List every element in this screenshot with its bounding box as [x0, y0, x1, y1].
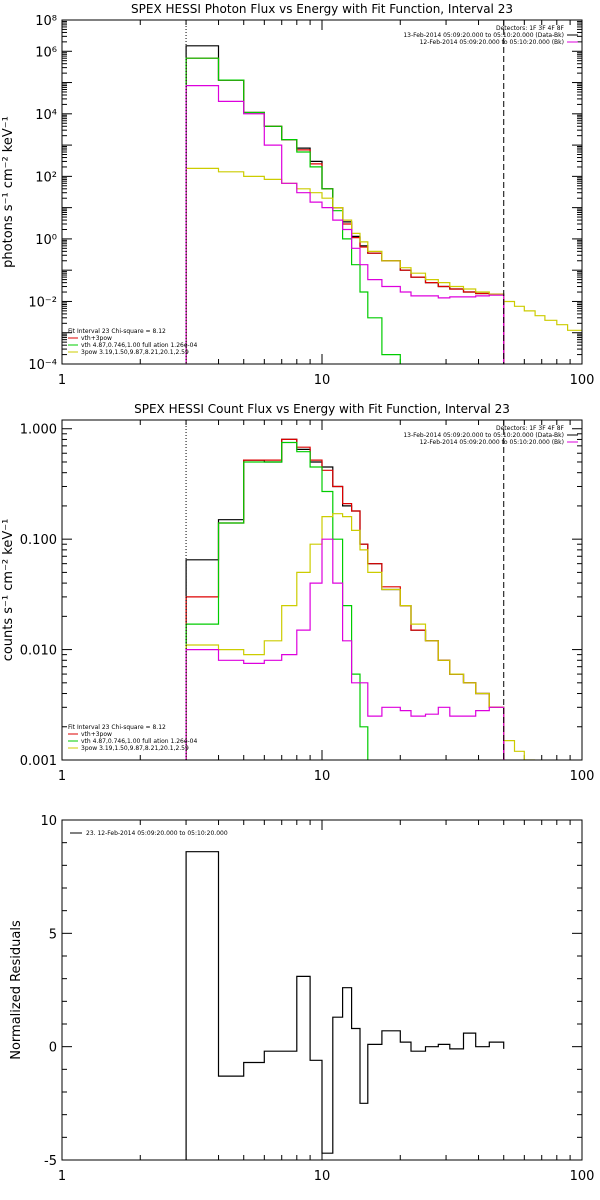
legend-top-left: 23. 12-Feb-2014 05:09:20.000 to 05:10:20…	[70, 830, 228, 837]
x-tick-label: 100	[570, 1169, 595, 1184]
x-tick-label: 1	[58, 373, 66, 388]
plot-frame	[61, 819, 583, 1161]
y-tick-label: 0.010	[20, 644, 57, 659]
y-axis-label: photons s⁻¹ cm⁻² keV⁻¹	[1, 116, 16, 268]
series-line-1	[185, 851, 505, 1160]
x-axis-ticks: 1 10 100	[58, 820, 595, 1184]
series-group	[185, 45, 582, 364]
legend-entry: 12-Feb-2014 05:09:20.000 to 05:10:20.000…	[420, 439, 564, 446]
y-tick-label: 10⁰	[35, 233, 57, 248]
x-tick-label: 10	[314, 1169, 331, 1184]
y-tick-label: 1.000	[20, 423, 57, 438]
x-tick-label: 100	[570, 373, 595, 388]
series-group	[185, 851, 505, 1160]
legend-entry: 3pow 3.19,1.50,9.87,8.21,20.1,2.59	[81, 745, 189, 752]
y-axis-label: Normalized Residuals	[9, 920, 24, 1060]
y-tick-label: 10⁻⁴	[28, 358, 57, 373]
legend-bottom-left: Fit Interval 23 Chi-square = 8.12vth+3po…	[68, 724, 197, 752]
plot-frame	[61, 419, 583, 761]
y-tick-label: 0.001	[20, 754, 57, 769]
x-tick-label: 1	[58, 1169, 66, 1184]
y-axis-ticks: 10⁻⁴ 10⁻² 10⁰ 10² 10⁴ 10⁶ 10⁸	[28, 14, 582, 373]
y-tick-label: -5	[44, 1154, 57, 1169]
y-tick-label: 10⁸	[35, 14, 57, 29]
chart-title: SPEX HESSI Photon Flux vs Energy with Fi…	[131, 2, 513, 16]
series-line-3	[185, 441, 369, 760]
legend-entry: 13-Feb-2014 05:09:20.000 to 05:10:20.000…	[403, 432, 564, 439]
y-axis-label: counts s⁻¹ cm⁻² keV⁻¹	[1, 519, 16, 662]
legend-entry: 3pow 3.19,1.50,9.87,8.21,20.1,2.59	[81, 349, 189, 356]
legend-entry: Fit Interval 23 Chi-square = 8.12	[68, 328, 166, 335]
legend-entry: vth 4.87,0.746,1.00 full ation 1.26e-04	[81, 738, 197, 745]
plot-frame	[61, 19, 583, 365]
x-tick-label: 100	[570, 769, 595, 784]
x-tick-label: 10	[314, 769, 331, 784]
legend-entry: 23. 12-Feb-2014 05:09:20.000 to 05:10:20…	[86, 830, 228, 837]
x-axis-ticks: 1 10 100	[58, 20, 595, 388]
legend-entry: vth+3pow	[81, 731, 112, 738]
series-line-4	[185, 167, 582, 364]
series-line-5	[185, 85, 505, 364]
x-tick-label: 1	[58, 769, 66, 784]
y-tick-label: 10²	[35, 170, 57, 185]
y-tick-label: 0.100	[20, 533, 57, 548]
y-tick-label: 10⁴	[35, 108, 57, 123]
series-line-5	[185, 538, 505, 760]
series-line-1	[185, 438, 505, 760]
series-line-4	[185, 513, 536, 760]
legend-bottom-left: Fit Interval 23 Chi-square = 8.12vth+3po…	[68, 328, 197, 356]
series-line-2	[185, 57, 505, 364]
legend-entry: Detectors: 1F 3F 4F 8F	[496, 425, 565, 432]
legend-entry: Detectors: 1F 3F 4F 8F	[496, 25, 565, 32]
legend-entry: vth 4.87,0.746,1.00 full ation 1.26e-04	[81, 342, 197, 349]
y-tick-label: 0	[49, 1041, 57, 1056]
legend-entry: 12-Feb-2014 05:09:20.000 to 05:10:20.000…	[420, 39, 564, 46]
series-line-2	[185, 438, 505, 760]
y-tick-label: 10⁶	[35, 45, 57, 60]
legend-entry: vth+3pow	[81, 335, 112, 342]
y-axis-ticks: -5 0 5 10	[40, 814, 582, 1169]
chart-panel-1: SPEX HESSI Photon Flux vs Energy with Fi…	[1, 2, 594, 388]
x-tick-label: 10	[314, 373, 331, 388]
series-line-3	[185, 57, 401, 364]
y-tick-label: 10	[40, 814, 57, 829]
chart-title: SPEX HESSI Count Flux vs Energy with Fit…	[134, 402, 510, 416]
series-line-1	[185, 45, 505, 364]
y-tick-label: 5	[49, 927, 57, 942]
chart-panel-2: SPEX HESSI Count Flux vs Energy with Fit…	[1, 402, 594, 784]
y-tick-label: 10⁻²	[28, 295, 57, 310]
legend-entry: Fit Interval 23 Chi-square = 8.12	[68, 724, 166, 731]
legend-entry: 13-Feb-2014 05:09:20.000 to 05:10:20.000…	[403, 32, 564, 39]
series-group	[185, 438, 536, 760]
y-axis-ticks: 0.001 0.010 0.100 1.000	[20, 423, 582, 769]
chart-panel-3: Normalized Residuals 1 10 100 -5 0 5 10 23. 12-F…	[9, 814, 594, 1184]
